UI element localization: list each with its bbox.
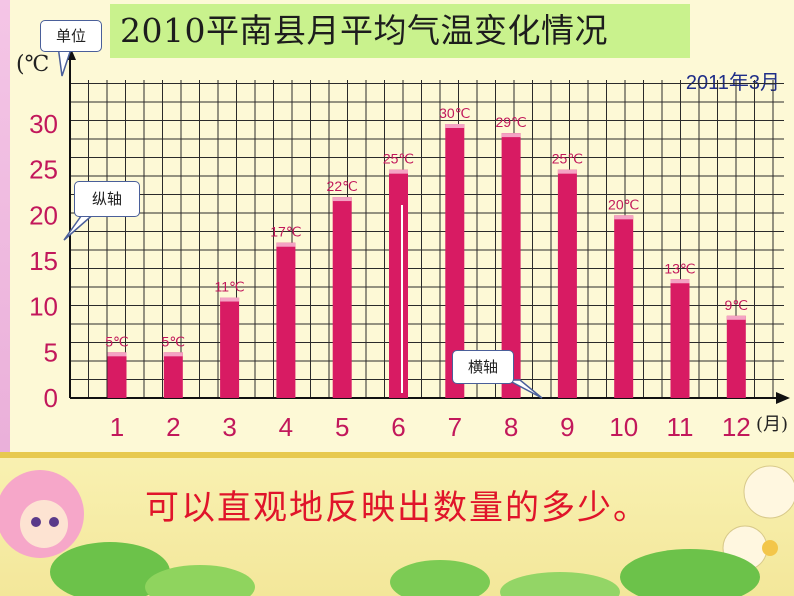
data-label: 9℃ — [725, 297, 749, 313]
bar-highlight — [220, 297, 240, 302]
data-label: 11℃ — [214, 279, 244, 295]
y-tick-label: 25 — [29, 155, 58, 185]
bar-highlight — [163, 352, 183, 357]
data-label: 13℃ — [664, 260, 695, 276]
bar-highlight — [614, 215, 634, 220]
unit-callout: 单位 — [40, 20, 102, 52]
x-unit-label: (月) — [756, 414, 788, 435]
bar-chart: 0 5 10 15 20 25 30 5℃ 1 5℃ 2 11℃ 3 17℃ 4 22℃ 5 25℃ 6 30℃ 7 29… — [29, 46, 790, 442]
y-tick-label: 15 — [29, 246, 58, 276]
x-axis-arrow — [776, 392, 790, 404]
data-label: 5℃ — [162, 333, 186, 349]
x-tick-label: 3 — [222, 412, 236, 442]
bar-highlight — [445, 124, 465, 128]
data-label: 25℃ — [552, 151, 583, 167]
bar — [389, 169, 408, 398]
bar — [557, 169, 577, 398]
bar — [163, 352, 183, 398]
bar — [726, 315, 746, 398]
data-label: 17℃ — [270, 224, 301, 240]
bar — [614, 215, 634, 398]
data-label: 25℃ — [383, 151, 414, 167]
x-tick-label: 6 — [391, 412, 405, 442]
data-label: 30℃ — [439, 105, 470, 121]
bar-highlight — [501, 133, 521, 138]
y-tick-label: 5 — [44, 337, 58, 367]
x-tick-label: 5 — [335, 412, 349, 442]
bar — [670, 279, 690, 398]
x-tick-label: 11 — [667, 412, 694, 442]
callout-pointers — [57, 45, 543, 399]
y-tick-label: 10 — [29, 292, 58, 322]
data-label: 20℃ — [608, 196, 639, 212]
chart-title: 2010平南县月平均气温变化情况 — [120, 11, 608, 50]
bar-highlight — [726, 315, 746, 320]
x-tick-label: 8 — [504, 412, 518, 442]
bar — [107, 352, 127, 398]
bar-highlight — [670, 279, 690, 284]
x-axis-callout: 横轴 — [452, 350, 514, 384]
title-background — [110, 4, 690, 58]
decoration-art — [0, 452, 794, 596]
y-tick-label: 20 — [29, 200, 58, 230]
y-unit-label: (℃ — [16, 52, 50, 77]
decorative-scene — [0, 452, 794, 596]
bar-highlight — [557, 169, 577, 174]
y-tick-label: 30 — [29, 109, 58, 139]
clover-leaf-decoration — [50, 542, 170, 596]
bar-highlight — [276, 242, 296, 247]
bar-highlight — [389, 169, 408, 174]
data-label: 29℃ — [495, 114, 526, 130]
left-border — [0, 0, 10, 596]
x-tick-label: 7 — [448, 412, 462, 442]
x-tick-label: 1 — [110, 412, 124, 442]
x-tick-label: 10 — [609, 412, 638, 442]
y-tick-label: 0 — [44, 383, 58, 413]
y-axis-callout: 纵轴 — [74, 181, 140, 217]
bar — [501, 133, 521, 398]
data-label: 5℃ — [105, 333, 129, 349]
fairy-face-decoration — [20, 500, 68, 548]
bar — [445, 124, 465, 398]
bar — [276, 242, 296, 398]
x-axis-callout-pointer — [507, 379, 543, 399]
bar-highlight — [107, 352, 127, 357]
x-tick-label: 2 — [166, 412, 180, 442]
bar-highlight — [332, 197, 352, 202]
bar — [332, 197, 352, 398]
x-tick-label: 4 — [279, 412, 293, 442]
x-tick-label: 12 — [722, 412, 751, 442]
flower-decoration — [743, 465, 794, 519]
caption-text: 可以直观地反映出数量的多少。 — [145, 488, 649, 528]
data-label: 22℃ — [327, 178, 358, 194]
x-tick-label: 9 — [560, 412, 574, 442]
bar — [220, 297, 240, 398]
